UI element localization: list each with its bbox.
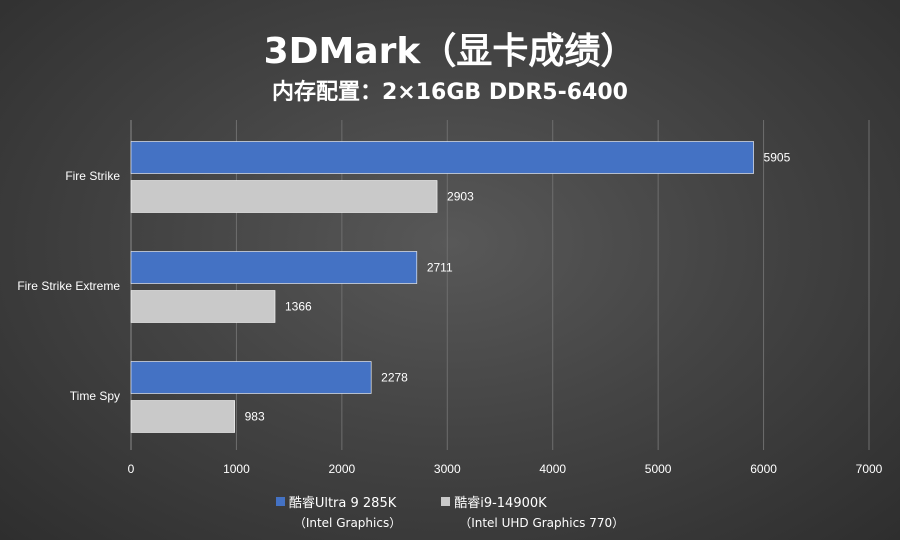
legend-item-series-2: 酷睿i9-14900K （Intel UHD Graphics 770） [441,492,624,531]
x-tick-label: 4000 [539,462,566,476]
x-tick-label: 0 [128,462,135,476]
data-label: 1366 [285,300,312,314]
x-tick-label: 3000 [434,462,461,476]
x-tick-label: 5000 [645,462,672,476]
bar [130,400,235,433]
legend-swatch-blue-icon [275,497,285,506]
legend: 酷睿Ultra 9 285K （Intel Graphics） 酷睿i9-149… [0,492,900,531]
bar [130,141,754,174]
legend-sublabel: （Intel UHD Graphics 770） [459,516,625,530]
bar [130,290,276,323]
x-tick-label: 6000 [750,462,777,476]
legend-sublabel: （Intel Graphics） [293,516,402,530]
bar [130,251,418,284]
chart-title: 3DMark（显卡成绩） [263,31,637,72]
data-label: 983 [245,410,265,424]
category-label: Fire Strike Extreme [17,279,120,293]
data-label: 5905 [764,151,791,165]
data-label: 2278 [381,371,408,385]
chart-subtitle: 内存配置：2×16GB DDR5-6400 [272,80,628,105]
legend-label: 酷睿Ultra 9 285K [288,496,397,511]
x-tick-label: 7000 [856,462,883,476]
bar [130,180,438,213]
data-label: 2903 [447,190,474,204]
x-tick-label: 2000 [329,462,356,476]
legend-swatch-gray-icon [441,497,451,506]
category-label: Fire Strike [65,169,120,183]
category-label: Time Spy [70,389,120,403]
data-label: 2711 [427,261,453,275]
legend-item-series-1: 酷睿Ultra 9 285K （Intel Graphics） [275,492,402,531]
bar [130,361,372,394]
legend-label: 酷睿i9-14900K [454,496,547,511]
x-tick-label: 1000 [223,462,250,476]
